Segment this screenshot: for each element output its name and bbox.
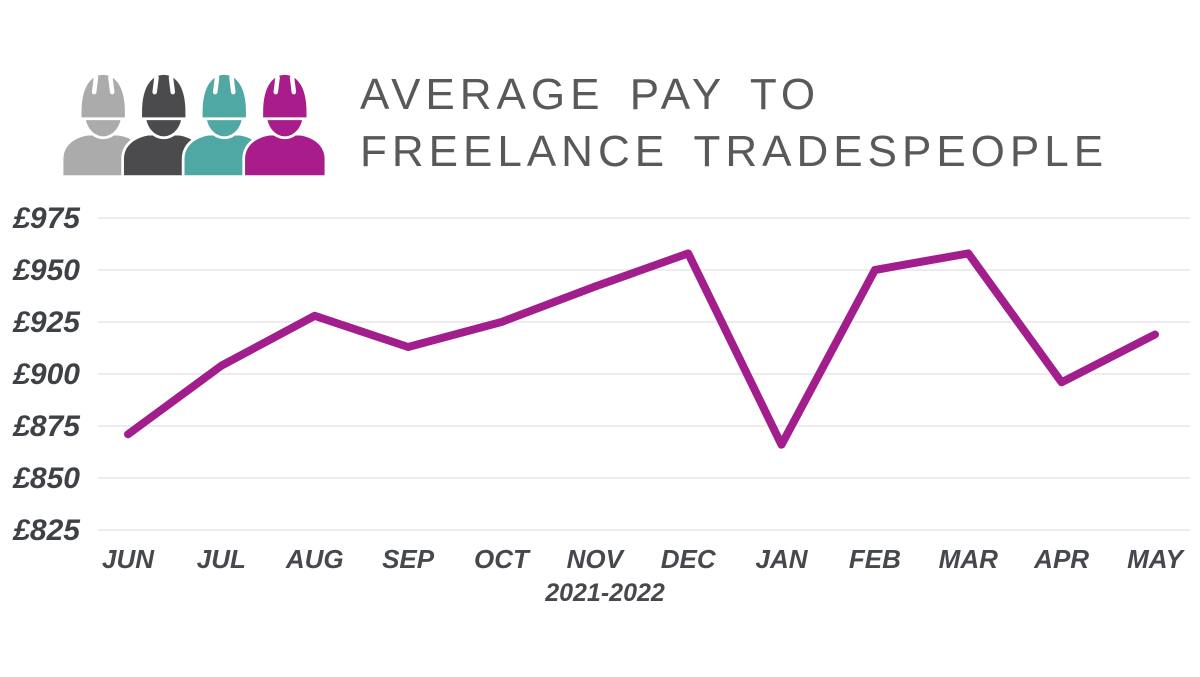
- x-axis-tick-label: DEC: [661, 544, 717, 574]
- y-axis-tick-label: £950: [12, 254, 80, 287]
- y-axis-tick-label: £850: [12, 462, 80, 495]
- x-axis-tick-label: MAR: [939, 544, 998, 574]
- x-axis-tick-label: FEB: [849, 544, 901, 574]
- y-axis-tick-label: £975: [12, 202, 81, 235]
- x-axis-tick-label: MAY: [1127, 544, 1186, 574]
- x-axis-tick-label: JAN: [756, 544, 809, 574]
- x-axis-tick-label: AUG: [285, 544, 344, 574]
- x-axis-tick-label: NOV: [567, 544, 626, 574]
- x-axis-tick-label: JUL: [197, 544, 246, 574]
- chart-title-line1: AVERAGE PAY TO: [360, 70, 821, 119]
- pay-trend-line: [124, 249, 1159, 449]
- x-axis-tick-label: SEP: [382, 544, 435, 574]
- y-axis-tick-label: £825: [12, 514, 81, 547]
- y-axis-tick-label: £925: [12, 306, 81, 339]
- chart-title: AVERAGE PAY TO FREELANCE TRADESPEOPLE: [360, 66, 1108, 180]
- x-axis-tick-label: JUN: [102, 544, 155, 574]
- chart-title-line2: FREELANCE TRADESPEOPLE: [360, 127, 1109, 176]
- x-axis-tick-label: APR: [1033, 544, 1089, 574]
- x-axis-tick-label: OCT: [474, 544, 531, 574]
- y-axis-tick-label: £900: [12, 358, 80, 391]
- y-axis-tick-label: £875: [12, 410, 81, 443]
- x-axis-title: 2021-2022: [544, 579, 665, 607]
